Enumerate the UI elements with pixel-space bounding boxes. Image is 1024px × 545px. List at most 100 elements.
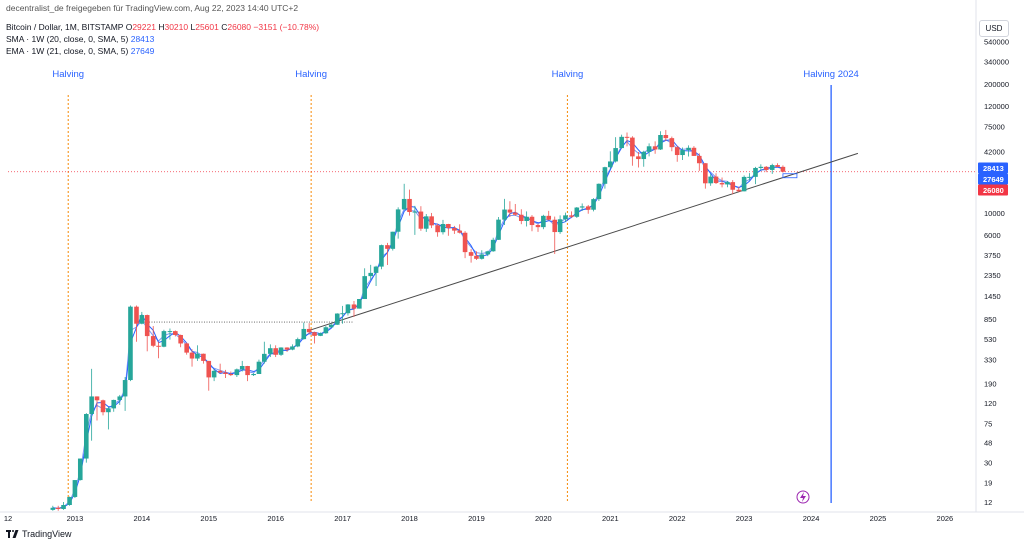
candle-body	[72, 480, 78, 497]
candle-body	[195, 353, 200, 359]
candle	[390, 231, 396, 251]
candle-body	[769, 165, 775, 170]
ohlc-close-label: C	[221, 22, 228, 32]
y-tick-label: 3750	[984, 251, 1001, 260]
candle	[77, 458, 83, 481]
trend-line	[308, 152, 859, 331]
candle	[268, 344, 273, 358]
chart-legend: Bitcoin / Dollar, 1M, BITSTAMP O29221 H3…	[6, 21, 319, 57]
candle-body	[753, 167, 758, 177]
y-tick-label: 1450	[984, 292, 1001, 301]
candle	[630, 136, 635, 166]
x-tick-label: 2022	[669, 514, 686, 523]
candle-body	[223, 372, 228, 374]
candle	[395, 207, 401, 239]
candle-body	[156, 345, 161, 347]
candle	[55, 505, 61, 511]
candle	[379, 244, 384, 270]
candle	[345, 304, 351, 316]
candle-body	[552, 219, 558, 233]
candle	[245, 365, 250, 382]
candle-body	[719, 183, 725, 185]
sma-row[interactable]: SMA · 1W (20, close, 0, SMA, 5) 28413	[6, 33, 319, 45]
x-tick-label: 2015	[200, 514, 217, 523]
candle-body	[602, 167, 608, 184]
candle	[591, 198, 596, 212]
candle-body	[228, 373, 234, 376]
candle-body	[301, 328, 307, 340]
candle	[736, 186, 742, 192]
candle	[134, 305, 139, 342]
candle	[490, 237, 496, 252]
candle-body	[401, 198, 407, 210]
candle-body	[150, 336, 156, 346]
halving-label: Halving	[52, 69, 84, 80]
y-tick-label: 850	[984, 315, 997, 324]
y-tick-label: 10000	[984, 209, 1005, 218]
ohlc-change: −3151 (−10.78%)	[253, 22, 320, 32]
candle-body	[507, 209, 513, 213]
x-tick-label: 2025	[870, 514, 887, 523]
candle	[407, 189, 412, 216]
candle	[312, 331, 317, 344]
candle-body	[763, 166, 769, 170]
symbol-name: Bitcoin / Dollar, 1M, BITSTAMP	[6, 22, 124, 32]
candle	[462, 231, 468, 259]
candle-body	[184, 343, 189, 353]
candle	[607, 151, 613, 169]
candle-body	[340, 313, 345, 315]
tradingview-footer[interactable]: TradingView	[6, 529, 72, 539]
candle	[144, 314, 150, 352]
tradingview-wordmark: TradingView	[22, 529, 72, 539]
symbol-row[interactable]: Bitcoin / Dollar, 1M, BITSTAMP O29221 H3…	[6, 21, 319, 33]
x-tick-label: 2014	[133, 514, 150, 523]
candle	[228, 371, 234, 377]
ohlc-close: 26080	[227, 22, 252, 32]
candle-body	[201, 353, 206, 361]
candle-body	[144, 315, 150, 337]
price-tag-label: 28413	[983, 164, 1004, 173]
candle	[725, 181, 730, 188]
ema-label: EMA · 1W (21, close, 0, SMA, 5)	[6, 46, 129, 56]
candle	[161, 329, 167, 348]
candle-body	[189, 352, 195, 359]
candle	[217, 363, 223, 374]
y-tick-label: 340000	[984, 57, 1009, 66]
candle-body	[117, 396, 123, 400]
candle-body	[658, 135, 663, 150]
candle	[189, 349, 195, 367]
candle	[239, 360, 245, 372]
candle	[368, 264, 374, 281]
candle-body	[775, 165, 780, 167]
candle-body	[122, 380, 128, 397]
x-tick-label: 12	[4, 514, 12, 523]
candle	[323, 326, 329, 334]
currency-button[interactable]: USD	[979, 20, 1009, 37]
candle-body	[636, 156, 641, 160]
candle-body	[373, 266, 379, 273]
candle	[496, 217, 501, 240]
ema-row[interactable]: EMA · 1W (21, close, 0, SMA, 5) 27649	[6, 45, 319, 57]
candle-body	[345, 304, 351, 314]
candle-body	[385, 245, 390, 249]
candle-body	[725, 182, 730, 185]
y-tick-label: 75	[984, 419, 992, 428]
candle-body	[663, 135, 669, 139]
candle-body	[686, 147, 691, 151]
candle-body	[167, 331, 173, 333]
y-tick-label: 540000	[984, 37, 1009, 46]
candle	[613, 137, 618, 163]
candle-body	[524, 216, 529, 222]
candle	[446, 223, 451, 236]
candle-body	[474, 255, 479, 259]
candle	[290, 344, 295, 351]
candle-body	[619, 136, 624, 149]
candle-body	[780, 166, 786, 172]
candle	[67, 496, 72, 506]
candle-body	[696, 155, 702, 164]
x-tick-label: 2021	[602, 514, 619, 523]
candle-body	[328, 324, 334, 328]
candle-body	[306, 328, 312, 333]
candle	[357, 299, 362, 309]
